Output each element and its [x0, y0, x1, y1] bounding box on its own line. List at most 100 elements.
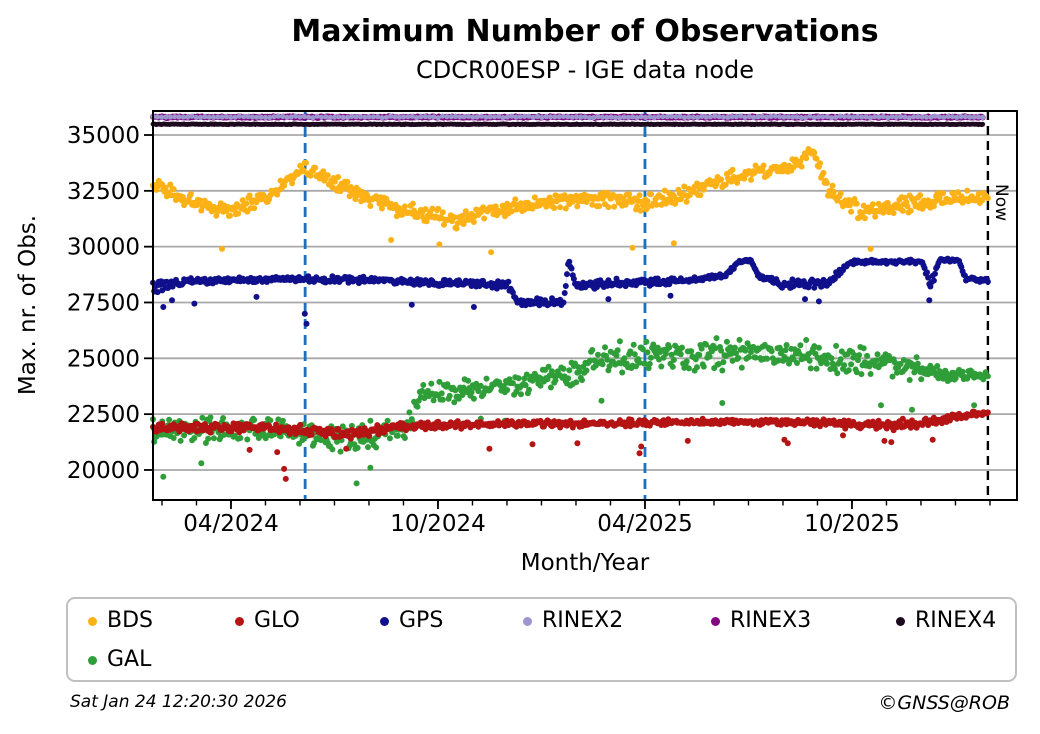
data-point [438, 390, 445, 397]
data-point [384, 417, 391, 424]
data-point [729, 114, 735, 120]
data-point [683, 358, 690, 365]
data-point [733, 114, 740, 120]
data-point-outlier [670, 240, 677, 247]
data-point [967, 114, 973, 120]
data-point [924, 269, 930, 276]
data-point [221, 431, 228, 438]
data-point [189, 113, 195, 119]
data-point [522, 382, 529, 389]
data-point [487, 114, 493, 120]
data-point-outlier [486, 445, 493, 452]
data-point [860, 345, 867, 352]
data-point [185, 114, 191, 120]
data-point [401, 203, 408, 210]
data-point [258, 114, 264, 120]
data-point [557, 204, 564, 211]
data-point [621, 114, 627, 120]
data-point [448, 114, 454, 120]
legend-label: BDS [107, 608, 153, 633]
data-point [630, 341, 637, 348]
data-point [719, 367, 726, 374]
data-point [405, 114, 411, 120]
data-point [539, 114, 545, 120]
data-point [608, 114, 614, 120]
data-point [602, 344, 608, 351]
data-point [637, 207, 644, 214]
data-point [906, 115, 912, 121]
legend-item-gps: GPS [380, 608, 443, 634]
data-point [614, 347, 621, 354]
chart-title: Maximum Number of Observations [291, 14, 879, 49]
data-point [154, 114, 160, 120]
data-point [475, 388, 482, 395]
data-point [249, 114, 255, 120]
data-point [197, 114, 204, 120]
rinex4-marker-icon [896, 616, 905, 626]
data-point [853, 200, 860, 207]
data-point [690, 114, 696, 120]
data-point [698, 345, 705, 352]
data-point [660, 114, 666, 120]
data-point-outlier [160, 473, 167, 480]
x-tick-label: 04/2024 [183, 511, 279, 537]
data-point [244, 436, 251, 443]
data-point [379, 115, 385, 121]
data-point [362, 114, 368, 120]
data-point [699, 113, 705, 119]
data-point [301, 113, 307, 120]
data-point [552, 114, 558, 120]
data-point [650, 341, 657, 348]
data-point [599, 361, 606, 368]
legend-label: GLO [254, 608, 300, 633]
data-point [634, 115, 640, 121]
data-point [647, 114, 653, 120]
data-point [595, 114, 601, 120]
data-point [700, 363, 707, 370]
data-point [846, 113, 852, 120]
data-point [746, 113, 753, 120]
data-point [271, 114, 277, 120]
data-point [396, 114, 402, 120]
data-point [335, 174, 342, 180]
data-point [219, 114, 225, 120]
data-point [781, 114, 787, 120]
data-point-outlier [867, 245, 874, 252]
data-point [625, 114, 632, 120]
data-point [452, 387, 459, 394]
data-point [940, 190, 946, 197]
data-point [934, 363, 941, 369]
data-point [314, 113, 320, 119]
data-point-outlier [191, 300, 198, 307]
data-point [867, 371, 874, 377]
data-point [783, 342, 790, 348]
data-point-outlier [888, 439, 895, 446]
data-point [170, 435, 177, 441]
data-point [936, 114, 943, 120]
data-point [451, 399, 458, 406]
data-point [651, 115, 657, 121]
data-point [543, 113, 549, 120]
data-point [807, 113, 813, 119]
data-point-outlier [281, 465, 288, 472]
data-point [636, 192, 643, 199]
data-point [483, 375, 490, 382]
data-point [636, 359, 643, 366]
data-point [512, 196, 519, 203]
data-point-outlier [881, 437, 888, 444]
data-point [375, 114, 381, 120]
data-point [673, 114, 679, 120]
data-point [823, 360, 830, 367]
data-point [308, 431, 315, 438]
data-point-outlier [971, 402, 978, 409]
data-point [564, 271, 570, 278]
data-point [251, 205, 258, 212]
data-point [496, 113, 502, 119]
data-point [470, 395, 477, 402]
data-point [163, 114, 169, 120]
data-point [790, 114, 796, 120]
data-point [327, 114, 333, 120]
x-tick-label: 04/2025 [597, 511, 693, 537]
data-point [644, 349, 651, 356]
data-point [599, 114, 606, 120]
